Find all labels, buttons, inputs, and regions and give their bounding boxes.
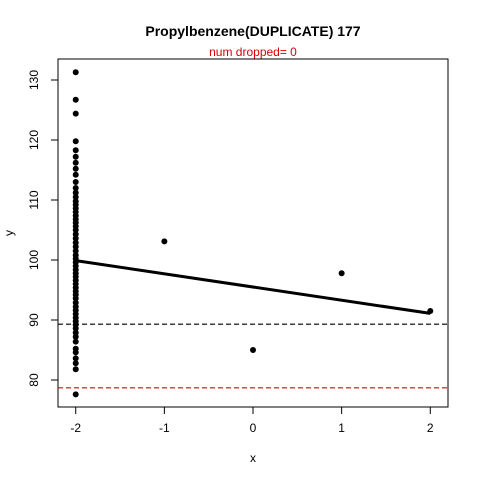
data-point: [72, 299, 79, 306]
data-point: [72, 147, 79, 154]
chart-title: Propylbenzene(DUPLICATE) 177: [145, 23, 360, 39]
y-tick-label: 130: [27, 70, 41, 90]
x-tick-label: 1: [338, 421, 345, 435]
y-tick-label: 110: [27, 190, 41, 209]
data-point: [72, 171, 79, 178]
x-tick-label: 0: [250, 421, 257, 435]
data-point: [161, 238, 168, 245]
data-point: [72, 243, 79, 250]
data-point: [72, 159, 79, 166]
data-point: [72, 96, 79, 103]
data-point: [250, 347, 256, 353]
x-tick-label: -1: [159, 421, 170, 435]
reference-lines: [58, 323, 448, 389]
data-point: [72, 355, 79, 362]
data-point: [72, 303, 79, 310]
y-tick-label: 100: [27, 250, 41, 270]
data-point: [72, 338, 79, 345]
x-axis-label: x: [250, 451, 256, 465]
data-point: [338, 270, 345, 277]
x-tick-label: 2: [427, 421, 434, 435]
data-point: [72, 165, 79, 172]
chart-subtitle: num dropped= 0: [209, 45, 297, 59]
y-tick-label: 80: [27, 373, 41, 387]
data-point: [72, 235, 79, 242]
fit-line-layer: [75, 259, 431, 315]
data-point: [72, 179, 79, 185]
data-point: [72, 194, 79, 200]
data-point: [427, 308, 434, 314]
data-point: [72, 239, 79, 246]
y-axis: 80 90 100 110 120 130: [27, 70, 58, 387]
data-point: [72, 248, 79, 254]
data-point: [72, 110, 79, 117]
data-point: [72, 189, 79, 196]
data-point: [72, 198, 79, 205]
y-tick-label: 90: [27, 313, 41, 327]
x-tick-label: -2: [70, 421, 81, 435]
y-axis-label: y: [2, 230, 16, 236]
data-point: [72, 366, 79, 373]
data-point: [72, 252, 79, 259]
data-point: [72, 360, 79, 367]
plot-frame: [57, 58, 449, 408]
data-point: [72, 69, 79, 76]
data-point: [72, 333, 79, 340]
data-point: [72, 329, 79, 336]
points-layer: [72, 69, 434, 398]
data-point: [72, 345, 79, 352]
fit-line: [75, 259, 431, 315]
data-point: [72, 153, 79, 160]
data-point: [72, 138, 79, 145]
y-tick-label: 120: [27, 130, 41, 150]
data-point: [72, 231, 79, 238]
data-point: [72, 391, 79, 398]
x-axis: -2 -1 0 1 2: [70, 407, 434, 435]
data-point: [72, 185, 79, 191]
